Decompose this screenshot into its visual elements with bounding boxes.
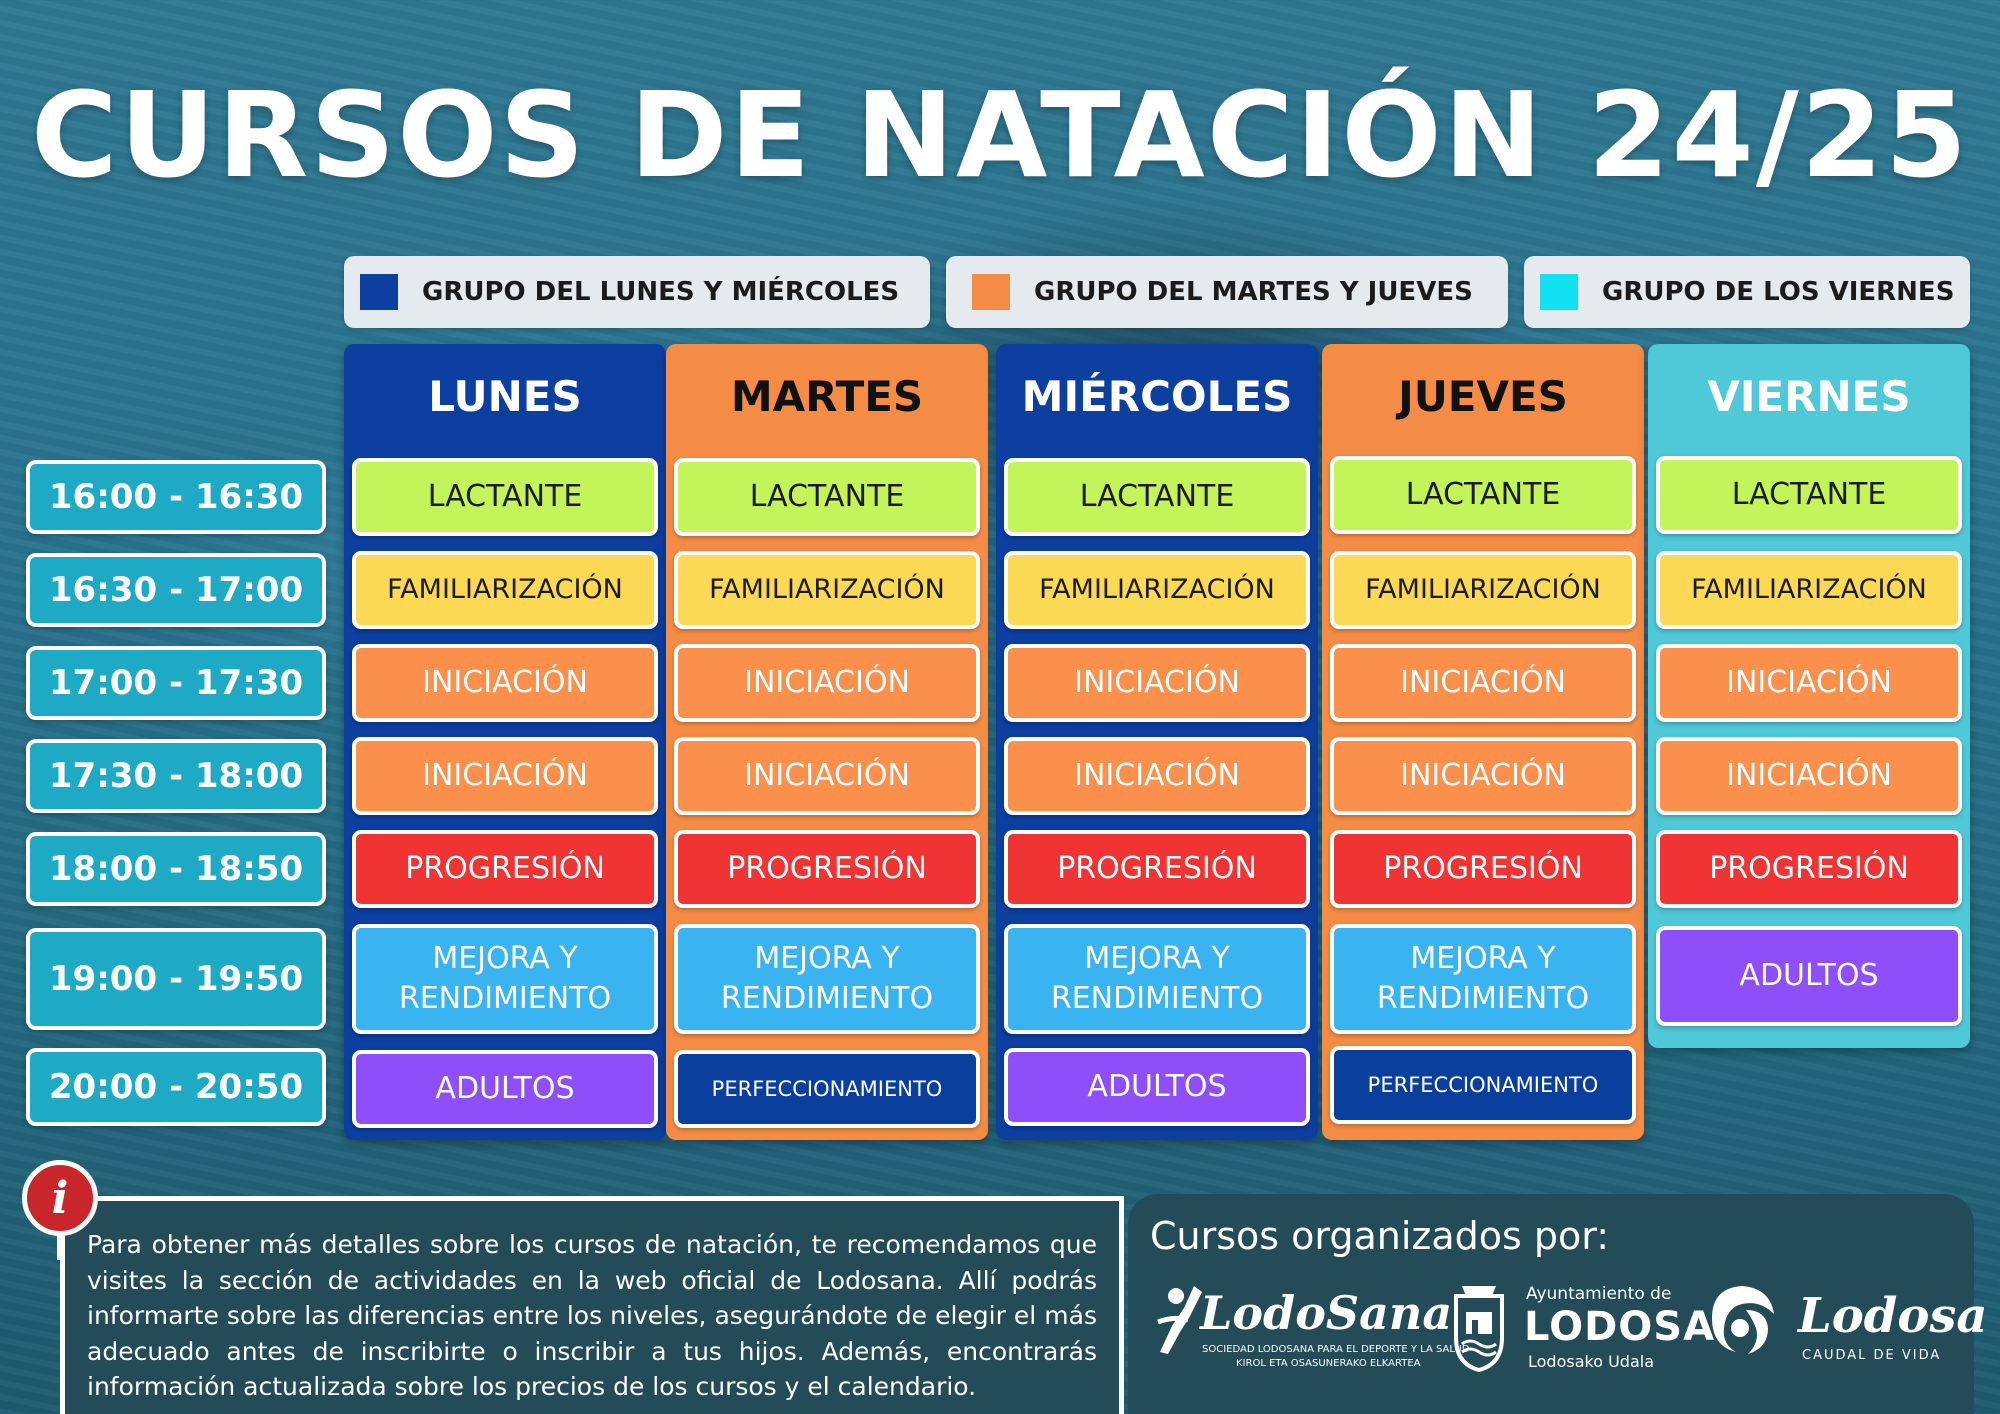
organizers-panel: Cursos organizados por: LodoSana SOCIEDA…	[1128, 1194, 1987, 1414]
legend-item-viernes: GRUPO DE LOS VIERNES	[1524, 256, 1970, 328]
lodosana-sub1: SOCIEDAD LODOSANA PARA EL DEPORTE Y LA S…	[1202, 1344, 1470, 1355]
class-cell: ADULTOS	[1004, 1048, 1310, 1126]
time-slot: 19:00 - 19:50	[26, 928, 326, 1030]
legend-swatch	[972, 274, 1010, 310]
day-column-jueves: JUEVES LACTANTE FAMILIARIZACIÓN INICIACI…	[1322, 344, 1644, 1140]
day-column-martes: MARTES LACTANTE FAMILIARIZACIÓN INICIACI…	[666, 344, 988, 1140]
class-cell: INICIACIÓN	[1004, 737, 1310, 815]
class-cell: MEJORA Y RENDIMIENTO	[1004, 924, 1310, 1034]
class-cell: MEJORA Y RENDIMIENTO	[1330, 924, 1636, 1034]
lodosa-emblem-icon	[1712, 1286, 1774, 1354]
day-header: VIERNES	[1707, 372, 1911, 421]
class-cell: PROGRESIÓN	[1004, 830, 1310, 908]
class-cell: FAMILIARIZACIÓN	[1004, 551, 1310, 629]
class-cell: INICIACIÓN	[1330, 644, 1636, 722]
day-header: JUEVES	[1398, 372, 1568, 421]
class-cell: INICIACIÓN	[1004, 644, 1310, 722]
legend-item-martes-jueves: GRUPO DEL MARTES Y JUEVES	[946, 256, 1508, 328]
time-slot: 20:00 - 20:50	[26, 1048, 326, 1126]
swimmer-icon	[1157, 1286, 1202, 1354]
class-cell: LACTANTE	[674, 458, 980, 536]
day-column-viernes: VIERNES LACTANTE FAMILIARIZACIÓN INICIAC…	[1648, 344, 1970, 1048]
info-text: Para obtener más detalles sobre los curs…	[87, 1230, 1097, 1401]
class-cell: MEJORA Y RENDIMIENTO	[674, 924, 980, 1034]
info-box: Para obtener más detalles sobre los curs…	[60, 1196, 1124, 1414]
time-slot: 17:30 - 18:00	[26, 739, 326, 813]
legend-swatch	[1540, 274, 1578, 310]
class-cell: PROGRESIÓN	[1656, 830, 1962, 908]
legend-label: GRUPO DE LOS VIERNES	[1602, 277, 1955, 307]
class-cell: INICIACIÓN	[674, 644, 980, 722]
class-cell: INICIACIÓN	[1656, 644, 1962, 722]
lodosa-sub: CAUDAL DE VIDA	[1802, 1348, 1942, 1363]
time-slot: 17:00 - 17:30	[26, 646, 326, 720]
day-header: MIÉRCOLES	[1021, 372, 1293, 421]
class-cell: FAMILIARIZACIÓN	[1330, 551, 1636, 629]
class-cell: FAMILIARIZACIÓN	[352, 551, 658, 629]
class-cell: INICIACIÓN	[1656, 737, 1962, 815]
lodosa-name: Lodosa	[1798, 1288, 1988, 1344]
class-cell: INICIACIÓN	[1330, 737, 1636, 815]
info-pin-stem	[57, 1230, 63, 1260]
day-header: MARTES	[730, 372, 924, 421]
class-cell: PROGRESIÓN	[1330, 830, 1636, 908]
class-cell: PROGRESIÓN	[674, 830, 980, 908]
class-cell: MEJORA Y RENDIMIENTO	[352, 924, 658, 1034]
class-cell: ADULTOS	[352, 1050, 658, 1128]
class-cell: LACTANTE	[1004, 458, 1310, 536]
ayuntamiento-line1: Ayuntamiento de	[1526, 1284, 1672, 1304]
class-cell: LACTANTE	[1330, 456, 1636, 534]
class-cell: PERFECCIONAMIENTO	[674, 1050, 980, 1128]
ayuntamiento-line3: Lodosako Udala	[1528, 1352, 1654, 1371]
time-slot: 18:00 - 18:50	[26, 832, 326, 906]
class-cell: INICIACIÓN	[352, 737, 658, 815]
class-cell: FAMILIARIZACIÓN	[674, 551, 980, 629]
time-slot: 16:30 - 17:00	[26, 553, 326, 627]
class-cell: LACTANTE	[352, 458, 658, 536]
class-cell: INICIACIÓN	[674, 737, 980, 815]
coat-of-arms-icon	[1454, 1286, 1504, 1372]
ayuntamiento-line2: LODOSA	[1524, 1304, 1716, 1350]
info-icon: i	[22, 1160, 98, 1236]
legend-label: GRUPO DEL LUNES Y MIÉRCOLES	[422, 277, 900, 307]
lodosana-name: LodoSana	[1200, 1286, 1453, 1340]
day-header: LUNES	[428, 372, 582, 421]
class-cell: PROGRESIÓN	[352, 830, 658, 908]
lodosana-sub2: KIROL ETA OSASUNERAKO ELKARTEA	[1236, 1358, 1421, 1369]
day-column-miercoles: MIÉRCOLES LACTANTE FAMILIARIZACIÓN INICI…	[996, 344, 1318, 1140]
class-cell: PERFECCIONAMIENTO	[1330, 1046, 1636, 1124]
time-slot: 16:00 - 16:30	[26, 460, 326, 534]
class-cell: ADULTOS	[1656, 926, 1962, 1026]
organizers-title: Cursos organizados por:	[1150, 1214, 1610, 1258]
class-cell: INICIACIÓN	[352, 644, 658, 722]
legend-swatch	[360, 274, 398, 310]
legend-label: GRUPO DEL MARTES Y JUEVES	[1034, 277, 1473, 307]
class-cell: FAMILIARIZACIÓN	[1656, 551, 1962, 629]
page-title: CURSOS DE NATACIÓN 24/25	[30, 66, 1970, 204]
legend-item-lunes-miercoles: GRUPO DEL LUNES Y MIÉRCOLES	[344, 256, 930, 328]
day-column-lunes: LUNES LACTANTE FAMILIARIZACIÓN INICIACIÓ…	[344, 344, 666, 1140]
class-cell: LACTANTE	[1656, 456, 1962, 534]
